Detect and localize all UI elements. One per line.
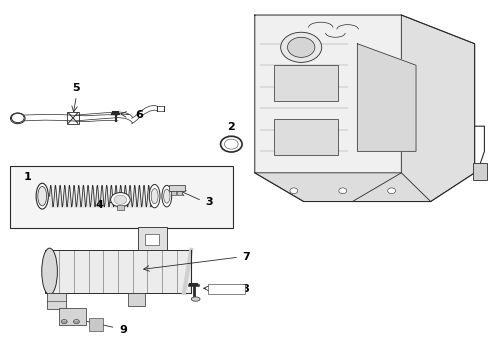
Bar [177,192,182,195]
Bar [59,308,86,325]
Ellipse shape [151,189,158,204]
Bar [145,234,159,244]
Circle shape [10,113,25,124]
Text: 4: 4 [96,200,103,210]
Text: 5: 5 [73,83,80,93]
Circle shape [61,319,67,324]
Text: 3: 3 [205,197,213,207]
Bar [473,163,487,180]
Circle shape [339,188,346,194]
Circle shape [111,193,130,207]
Ellipse shape [38,186,47,206]
Circle shape [388,188,395,194]
Text: 9: 9 [119,325,127,335]
Circle shape [74,319,79,324]
Polygon shape [255,15,475,202]
Polygon shape [352,15,475,202]
Text: 7: 7 [243,252,250,262]
Polygon shape [255,173,431,202]
Bar [274,119,338,155]
Ellipse shape [42,248,57,295]
Text: 6: 6 [135,111,143,121]
Ellipse shape [36,183,49,209]
Circle shape [288,37,315,57]
Bar [10,166,233,228]
Text: 8: 8 [241,284,249,294]
Ellipse shape [149,184,160,208]
Bar [169,185,185,192]
Bar [274,65,338,101]
Bar [45,250,191,293]
Circle shape [290,188,298,194]
Circle shape [114,195,127,204]
Bar [138,226,167,250]
Ellipse shape [191,297,200,301]
Bar [89,318,103,330]
Circle shape [281,32,322,62]
Circle shape [11,113,24,123]
Bar [171,192,175,195]
Polygon shape [357,44,416,151]
Text: 2: 2 [227,122,235,132]
Bar [117,206,124,210]
Ellipse shape [164,189,170,203]
Bar [67,112,79,125]
Ellipse shape [162,185,172,207]
Circle shape [224,139,238,149]
Bar [128,293,145,306]
Circle shape [220,136,242,152]
Bar [208,284,245,294]
Bar [47,293,66,309]
Text: 1: 1 [24,172,31,182]
